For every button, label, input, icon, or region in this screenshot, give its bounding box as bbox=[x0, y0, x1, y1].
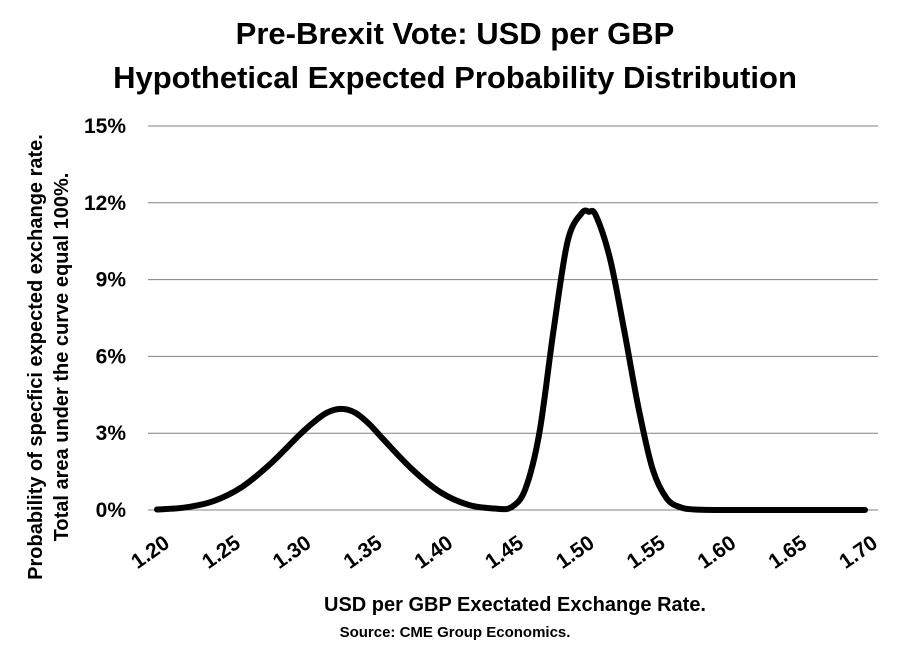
y-tick-label: 12% bbox=[84, 192, 126, 215]
x-tick-labels: 1.20 1.25 1.30 1.35 1.40 1.45 1.50 1.55 1.60 1.65… bbox=[127, 531, 882, 573]
x-axis-title: USD per GBP Exectated Exchange Rate. bbox=[324, 594, 706, 616]
chart-title: Pre-Brexit Vote: USD per GBP bbox=[235, 16, 675, 51]
y-tick-label: 15% bbox=[84, 115, 126, 138]
y-tick-label: 3% bbox=[96, 422, 127, 445]
x-tick-label: 1.70 bbox=[835, 531, 882, 573]
x-tick-label: 1.40 bbox=[410, 531, 457, 573]
x-tick-label: 1.20 bbox=[127, 531, 174, 573]
y-tick-label: 0% bbox=[96, 499, 127, 522]
series-line bbox=[154, 207, 868, 513]
gridlines bbox=[148, 125, 878, 434]
x-tick-label: 1.55 bbox=[623, 531, 670, 573]
x-tick-label: 1.65 bbox=[764, 531, 811, 573]
y-tick-labels: 0% 3% 6% 9% 12% 15% bbox=[84, 115, 126, 522]
x-tick-label: 1.45 bbox=[481, 531, 528, 573]
y-axis-title-line-2: Total area under the curve equal 100%. bbox=[51, 173, 73, 542]
x-tick-label: 1.60 bbox=[694, 531, 741, 573]
y-tick-label: 6% bbox=[96, 345, 127, 368]
source-note: Source: CME Group Economics. bbox=[339, 624, 571, 641]
x-tick-label: 1.25 bbox=[198, 531, 245, 573]
x-tick-label: 1.30 bbox=[269, 531, 316, 573]
chart-subtitle: Hypothetical Expected Probability Distri… bbox=[113, 60, 797, 95]
x-tick-label: 1.35 bbox=[340, 531, 387, 573]
y-tick-label: 9% bbox=[96, 269, 127, 292]
y-axis-title-line-1: Probability of specfici expected exchang… bbox=[25, 134, 47, 580]
x-tick-label: 1.50 bbox=[552, 531, 599, 573]
